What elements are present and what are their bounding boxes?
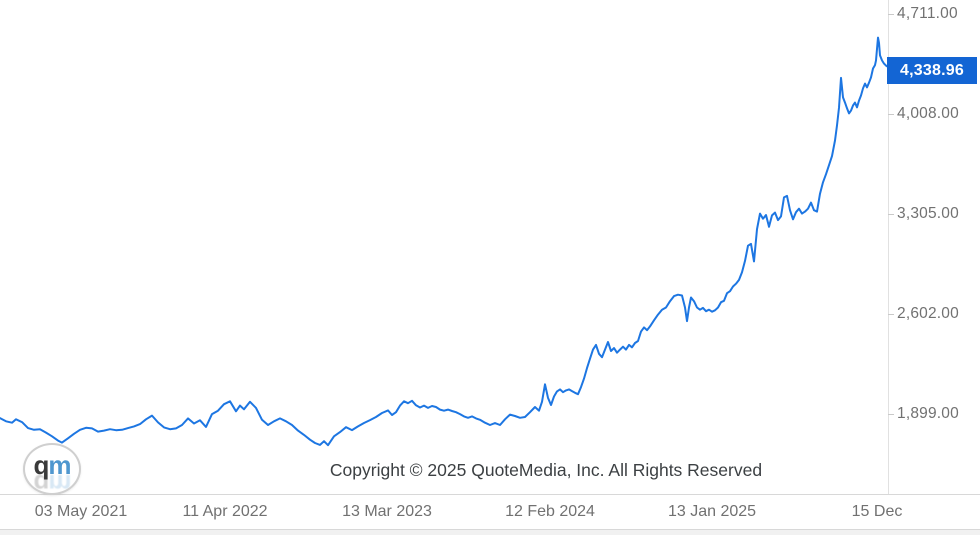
y-tick-mark — [888, 14, 894, 15]
logo-letter-q: q — [33, 450, 49, 480]
price-line-chart[interactable] — [0, 0, 888, 494]
copyright-text: Copyright © 2025 QuoteMedia, Inc. All Ri… — [329, 460, 763, 480]
x-axis-labels: 03 May 2021 11 Apr 2022 13 Mar 2023 12 Feb … — [0, 495, 980, 529]
y-axis-label: 4,008.00 — [897, 105, 959, 122]
y-axis-line — [888, 0, 889, 494]
y-axis-label: 1,899.00 — [897, 405, 959, 422]
y-tick-mark — [888, 114, 894, 115]
bottom-margin-strip — [0, 530, 980, 535]
y-tick-mark — [888, 314, 894, 315]
x-axis-label: 12 Feb 2024 — [505, 503, 595, 520]
x-axis-label: 13 Mar 2023 — [342, 503, 432, 520]
last-price-value: 4,338.96 — [900, 61, 964, 79]
x-axis-label: 03 May 2021 — [34, 503, 128, 520]
last-price-badge: 4,338.96 — [887, 57, 977, 84]
y-axis-label: 2,602.00 — [897, 305, 959, 322]
x-axis-label: 11 Apr 2022 — [182, 503, 268, 520]
logo-letter-m: m — [48, 450, 71, 480]
x-axis-label: 13 Jan 2025 — [667, 503, 757, 520]
y-tick-mark — [888, 214, 894, 215]
x-axis-separator-top — [0, 494, 980, 495]
y-axis-label: 4,711.00 — [897, 5, 958, 22]
x-axis-separator-bottom — [0, 529, 980, 530]
y-tick-mark — [888, 414, 894, 415]
y-axis-label: 3,305.00 — [897, 205, 959, 222]
x-axis-label: 15 Dec — [851, 503, 903, 520]
